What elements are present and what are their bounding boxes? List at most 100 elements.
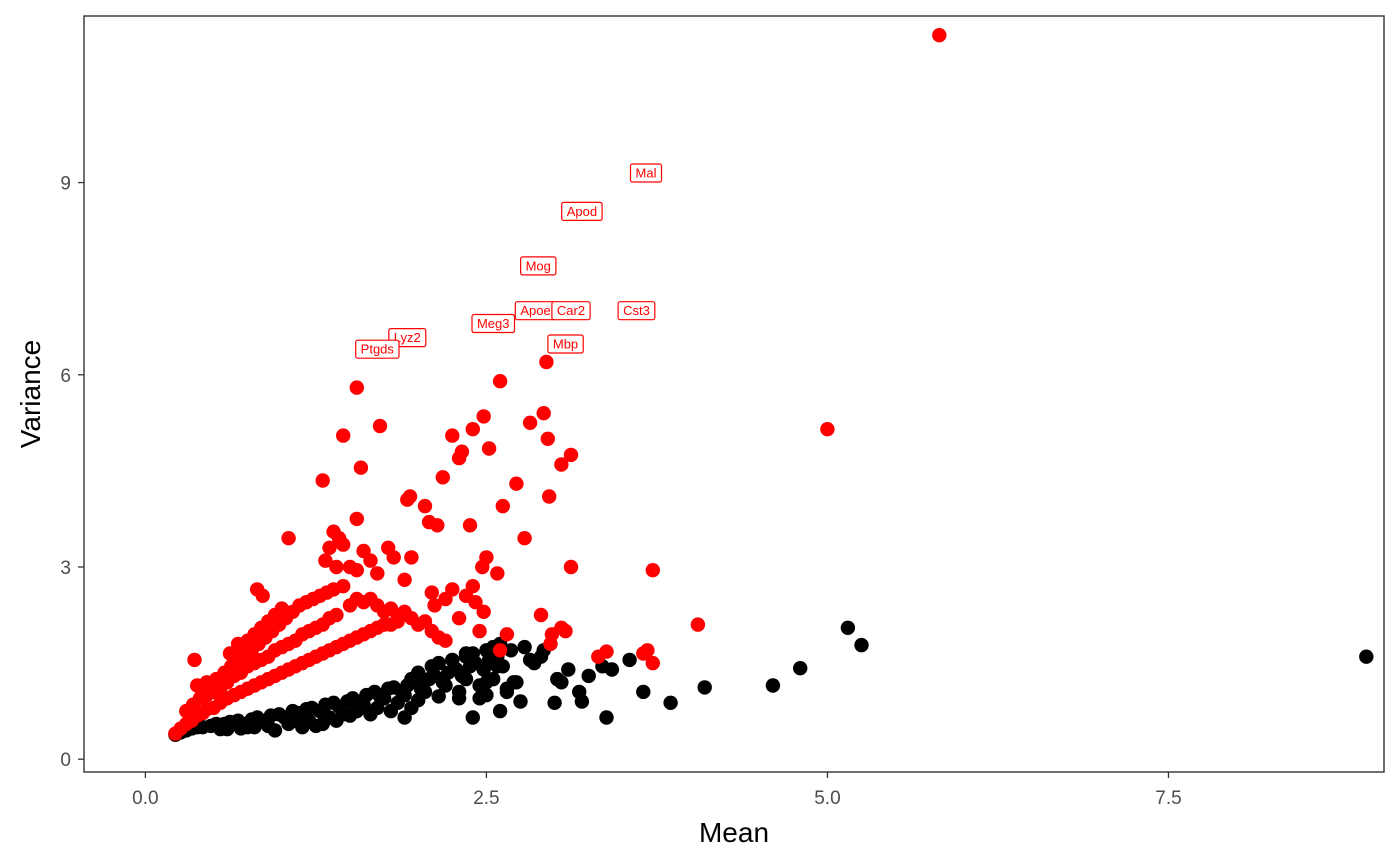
data-point — [599, 644, 614, 659]
data-point — [581, 668, 596, 684]
data-point — [451, 611, 467, 626]
data-point — [203, 676, 219, 691]
data-point — [604, 662, 620, 677]
data-point — [445, 652, 460, 668]
data-point — [438, 678, 453, 693]
data-point — [458, 671, 474, 687]
data-point — [479, 675, 494, 690]
gene-label-box — [547, 334, 584, 354]
data-point — [465, 579, 480, 594]
gene-label-text: Mbp — [553, 337, 578, 352]
gene-label-box — [561, 201, 603, 221]
data-point — [458, 646, 474, 661]
gene-label-text: Mog — [526, 258, 551, 273]
data-point — [554, 675, 569, 690]
x-tick-label: 0.0 — [132, 788, 158, 809]
data-point — [522, 415, 538, 430]
data-point — [517, 531, 532, 546]
gene-label: Mog — [519, 256, 557, 276]
data-point — [445, 582, 460, 597]
series-0 — [168, 620, 1374, 742]
data-point — [599, 710, 614, 725]
data-point — [438, 633, 453, 648]
data-point — [424, 585, 439, 600]
data-point — [427, 598, 442, 613]
data-point — [404, 671, 419, 687]
data-point — [255, 588, 270, 603]
data-point — [329, 713, 344, 728]
data-point — [454, 444, 470, 459]
data-point — [336, 428, 351, 443]
data-point — [356, 697, 371, 712]
data-point — [554, 457, 569, 472]
data-point — [329, 607, 344, 623]
series-1 — [168, 28, 947, 741]
data-point — [640, 643, 655, 658]
data-point — [820, 422, 835, 437]
data-point — [543, 636, 558, 652]
data-point — [636, 684, 651, 700]
data-point — [349, 511, 364, 527]
data-point — [563, 559, 579, 575]
x-axis: 0.0 2.5 5.0 7.5 — [132, 772, 1182, 809]
data-point — [854, 637, 869, 653]
data-point — [397, 687, 412, 703]
data-point — [247, 720, 262, 735]
data-point — [267, 723, 283, 738]
gene-label-text: Meg3 — [477, 316, 510, 331]
data-point — [372, 418, 388, 434]
gene-label-box — [519, 256, 557, 276]
y-axis-title: Variance — [15, 340, 46, 448]
data-point — [222, 646, 238, 661]
data-point — [404, 550, 419, 565]
y-tick-label: 0 — [60, 750, 71, 771]
data-point — [645, 563, 660, 578]
data-point — [435, 470, 450, 485]
data-point — [397, 710, 412, 725]
gene-label-text: Ptgds — [361, 342, 395, 357]
data-points — [168, 28, 1374, 742]
data-point — [288, 713, 303, 728]
data-point — [536, 406, 551, 421]
data-point — [462, 518, 478, 533]
data-point — [233, 721, 249, 736]
data-point — [336, 537, 351, 552]
data-point — [547, 695, 562, 710]
data-point — [386, 550, 401, 565]
gene-label: Apod — [561, 201, 603, 221]
data-point — [542, 489, 557, 504]
y-tick-label: 3 — [60, 558, 71, 579]
data-point — [329, 559, 344, 575]
data-point — [558, 623, 573, 639]
data-point — [690, 617, 706, 632]
data-point — [417, 684, 433, 700]
data-point — [213, 721, 228, 737]
data-point — [479, 550, 494, 565]
data-point — [397, 572, 412, 587]
data-point — [645, 655, 660, 671]
data-point — [481, 441, 497, 456]
data-point — [230, 636, 246, 652]
gene-label-text: Apoe — [520, 303, 550, 318]
gene-label: Car2 — [551, 301, 591, 321]
data-point — [472, 623, 487, 639]
y-tick-label: 9 — [60, 174, 71, 195]
gene-label: Meg3 — [471, 313, 516, 334]
data-point — [476, 604, 491, 619]
gene-label-text: Cst3 — [623, 303, 650, 318]
data-point — [476, 409, 491, 424]
data-point — [622, 652, 637, 668]
data-point — [445, 428, 460, 443]
data-point — [513, 694, 528, 709]
data-point — [318, 553, 333, 568]
x-tick-label: 5.0 — [814, 788, 840, 809]
gene-label-box — [551, 301, 591, 321]
data-point — [663, 695, 678, 710]
data-point — [322, 540, 337, 555]
panel-border — [83, 15, 1385, 773]
data-point — [1359, 649, 1374, 664]
y-axis: 0 3 6 9 — [60, 174, 84, 771]
gene-label-box — [629, 163, 663, 183]
